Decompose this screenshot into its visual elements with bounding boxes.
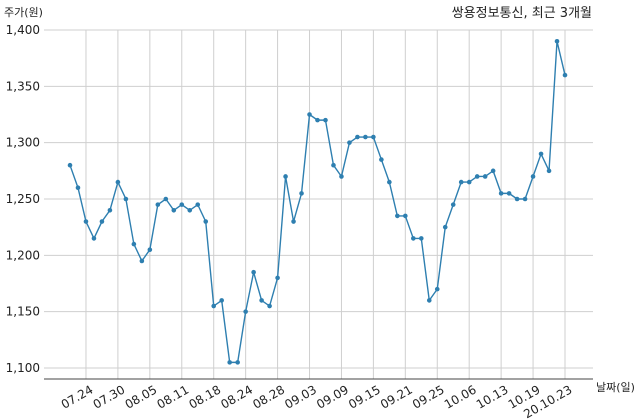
data-point — [395, 213, 400, 219]
data-point — [387, 179, 392, 185]
x-tick-labels: 07.2407.3008.0508.1108.1808.2408.2809.03… — [59, 382, 575, 419]
data-point — [235, 360, 240, 365]
y-tick-labels: 1,100 1,150 1,200 1,250 1,300 1,350 1,400 — [6, 23, 40, 375]
x-tick-label: 10.06 — [442, 382, 479, 411]
data-point — [243, 309, 248, 314]
data-point — [458, 179, 464, 185]
series — [67, 38, 568, 365]
x-axis-title: 날짜(일) — [596, 380, 635, 394]
y-tick-label: 1,250 — [6, 192, 40, 206]
data-point — [307, 112, 312, 117]
data-point — [115, 179, 121, 185]
y-tick-label: 1,350 — [6, 79, 40, 93]
data-point — [123, 196, 129, 202]
data-point — [554, 38, 560, 44]
x-tick-label: 10.13 — [474, 382, 511, 411]
data-point — [251, 269, 256, 275]
data-point — [403, 213, 408, 219]
y-tick-label: 1,300 — [6, 136, 40, 150]
x-tick-label: 08.11 — [155, 382, 192, 411]
data-point — [195, 202, 201, 207]
x-tick-label: 08.24 — [218, 382, 255, 411]
data-point — [291, 219, 296, 224]
data-point — [203, 219, 209, 224]
data-point — [490, 168, 496, 174]
data-point — [75, 185, 81, 191]
data-point — [538, 151, 544, 157]
data-point — [450, 202, 456, 207]
data-point — [466, 179, 472, 185]
data-point — [474, 174, 480, 179]
x-tick-label: 08.18 — [186, 382, 223, 411]
data-point — [379, 157, 384, 162]
data-point — [155, 202, 161, 207]
data-point — [498, 191, 504, 196]
data-point — [283, 174, 288, 179]
data-point — [179, 202, 185, 207]
data-point — [514, 196, 520, 202]
x-tick-label: 07.24 — [59, 382, 96, 411]
data-point — [434, 286, 440, 292]
price-line — [69, 41, 566, 364]
data-point — [363, 134, 368, 140]
y-tick-label: 1,400 — [6, 23, 40, 37]
data-point — [411, 236, 416, 241]
data-point — [339, 174, 344, 179]
data-point — [275, 275, 280, 281]
data-point — [67, 162, 73, 168]
data-point — [139, 258, 145, 264]
data-point — [171, 207, 177, 213]
chart-title: 쌍용정보통신, 최근 3개월 — [452, 6, 592, 21]
data-point — [99, 219, 105, 224]
data-point — [219, 298, 224, 303]
data-point — [163, 196, 169, 202]
y-tick-label: 1,100 — [6, 361, 40, 375]
x-tick-label: 09.15 — [346, 382, 383, 411]
x-tick-label: 09.21 — [378, 382, 415, 411]
data-point — [211, 303, 217, 309]
data-point — [187, 207, 193, 213]
x-tick-label: 09.25 — [410, 382, 447, 411]
data-point — [107, 207, 113, 213]
data-point — [299, 191, 304, 196]
data-point — [91, 236, 97, 241]
data-point — [315, 117, 320, 123]
data-point — [331, 162, 336, 168]
data-point — [147, 247, 153, 252]
data-point — [522, 196, 528, 202]
data-point — [347, 140, 352, 145]
data-point — [267, 303, 272, 309]
data-point — [131, 241, 137, 247]
data-point — [418, 236, 424, 241]
data-point — [530, 174, 536, 179]
x-tick-label: 08.28 — [250, 382, 287, 411]
data-point — [506, 191, 512, 196]
data-point — [323, 117, 328, 123]
data-point — [83, 219, 89, 224]
y-tick-label: 1,200 — [6, 248, 40, 262]
data-point — [227, 360, 232, 365]
data-point — [355, 134, 360, 140]
data-point — [562, 72, 568, 78]
y-tick-label: 1,150 — [6, 305, 40, 319]
y-axis-title: 주가(원) — [4, 6, 43, 19]
grid — [44, 29, 593, 379]
x-tick-label: 07.30 — [91, 382, 128, 411]
data-point — [546, 168, 552, 174]
data-point — [442, 224, 448, 230]
data-point — [482, 174, 488, 179]
x-tick-label: 08.05 — [123, 382, 160, 411]
data-point — [426, 298, 432, 303]
data-point — [371, 134, 376, 140]
data-point — [259, 298, 264, 303]
x-tick-label: 09.09 — [314, 382, 351, 411]
x-tick-label: 09.03 — [282, 382, 319, 411]
